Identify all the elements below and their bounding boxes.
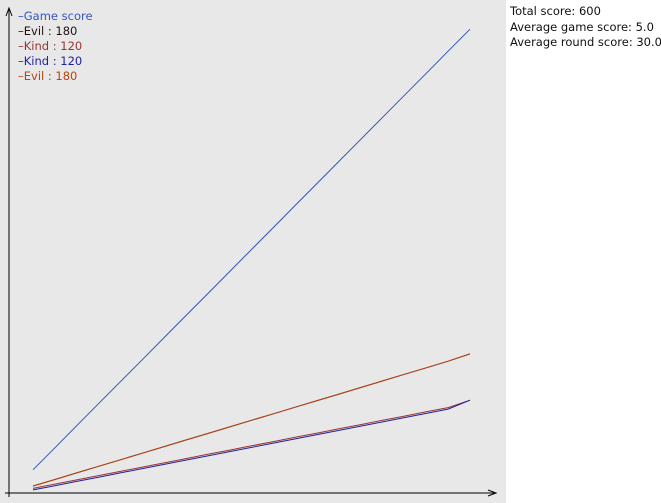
legend-item-kind-1: –Kind : 120 bbox=[18, 39, 93, 54]
legend-item-evil-1: –Evil : 180 bbox=[18, 24, 93, 39]
legend-dash: – bbox=[18, 54, 24, 68]
x-axis-arrow bbox=[487, 489, 498, 497]
chart-legend: –Game score –Evil : 180 –Kind : 120 –Kin… bbox=[18, 9, 93, 84]
legend-item-evil-2: –Evil : 180 bbox=[18, 69, 93, 84]
legend-item-game-score: –Game score bbox=[18, 9, 93, 24]
chart-panel: –Game score –Evil : 180 –Kind : 120 –Kin… bbox=[0, 0, 506, 503]
legend-label: Kind : 120 bbox=[23, 39, 83, 53]
legend-item-kind-2: –Kind : 120 bbox=[18, 54, 93, 69]
legend-dash: – bbox=[18, 69, 24, 83]
legend-dash: – bbox=[18, 39, 24, 53]
legend-dash: – bbox=[18, 9, 24, 23]
legend-label: Evil : 180 bbox=[23, 69, 78, 83]
legend-label: Game score bbox=[23, 9, 93, 23]
series-line-kind-120-4 bbox=[32, 399, 471, 491]
legend-dash: – bbox=[18, 24, 24, 38]
chart-axes bbox=[5, 6, 498, 497]
total-score-text: Total score: 600 bbox=[510, 4, 601, 18]
series-line-evil-180-5 bbox=[32, 353, 471, 487]
chart-series bbox=[32, 28, 471, 491]
average-round-score-text: Average round score: 30.0 bbox=[510, 35, 661, 49]
y-axis-arrow bbox=[5, 6, 13, 17]
legend-label: Kind : 120 bbox=[23, 54, 83, 68]
average-game-score-text: Average game score: 5.0 bbox=[510, 19, 654, 34]
stats-panel: Total score: 600 Average game score: 5.0… bbox=[510, 4, 661, 51]
legend-label: Evil : 180 bbox=[23, 24, 78, 38]
series-line-kind-120-3 bbox=[32, 399, 471, 489]
score-chart bbox=[5, 6, 498, 497]
series-line-game-score-1 bbox=[32, 28, 471, 471]
